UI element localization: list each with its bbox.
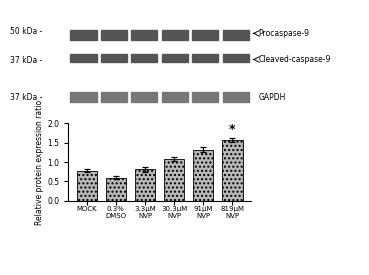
Bar [192,54,218,62]
Bar [101,54,127,62]
Text: 30.3μM
NVP: 30.3μM NVP [162,0,188,1]
Bar [192,92,218,102]
Text: 37 kDa -: 37 kDa - [10,56,43,65]
Bar [70,30,97,40]
Bar [101,92,127,102]
Bar [164,159,184,201]
Text: 37 kDa -: 37 kDa - [10,93,43,102]
Text: 819μM
NVP: 819μM NVP [224,0,248,1]
Text: 0.3%
DMSO: 0.3% DMSO [103,0,124,1]
Bar [135,169,155,201]
Text: 91μM
NVP: 91μM NVP [196,0,215,1]
Bar [222,140,243,201]
Bar [131,92,158,102]
Bar [131,54,158,62]
Bar [193,150,214,201]
Bar [162,92,188,102]
Bar [223,92,249,102]
Bar [192,30,218,40]
Bar [223,30,249,40]
Text: 50 kDa -: 50 kDa - [10,27,43,36]
Text: GAPDH: GAPDH [258,93,286,102]
Bar [101,30,127,40]
Bar [223,54,249,62]
Bar [70,92,97,102]
Text: 3.3μM
NVP: 3.3μM NVP [134,0,155,1]
Text: Cleaved-caspase-9: Cleaved-caspase-9 [258,55,331,64]
Text: MOCK: MOCK [73,0,94,1]
Bar [70,54,97,62]
Bar [162,54,188,62]
Bar [106,177,126,201]
Bar [162,30,188,40]
Text: Procaspase-9: Procaspase-9 [258,29,309,38]
Bar [77,171,97,201]
Text: *: * [229,123,236,136]
Y-axis label: Relative protein expression ratio: Relative protein expression ratio [35,100,44,225]
Bar [131,30,158,40]
